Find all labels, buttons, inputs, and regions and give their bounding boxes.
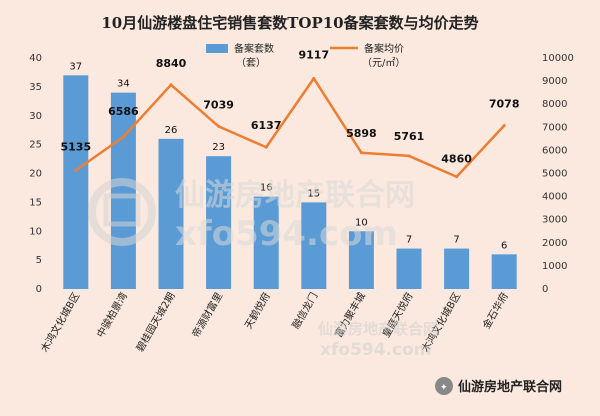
line-point — [121, 135, 125, 139]
legend-bar-label: 备案套数 — [234, 42, 274, 55]
right-tick-label: 0 — [542, 284, 548, 295]
bar-value-label: 16 — [260, 183, 273, 194]
right-tick-label: 6000 — [542, 145, 567, 156]
category-label: 帝源财富里 — [189, 290, 225, 340]
left-tick-label: 40 — [29, 53, 42, 64]
bar — [206, 156, 232, 289]
category-label: 天鹤悦府 — [242, 290, 273, 331]
footer-watermark-text: 仙游房地产联合网 — [458, 379, 562, 395]
bar-value-label: 34 — [117, 79, 130, 90]
footer-watermark: ✦ 仙游房地产联合网 — [435, 377, 562, 395]
line-point — [502, 123, 506, 127]
legend: 备案套数 （套） 备案均价 （元/㎡） — [206, 42, 405, 69]
bar-value-label: 7 — [453, 235, 459, 246]
watermark-small-main: 仙游房地产联合网 — [318, 320, 438, 338]
watermark: 仙游房地产联合网 xfo594.com 仙游房地产联合网 xfo594.com — [88, 178, 438, 360]
bar — [396, 248, 422, 289]
footer-logo-icon — [435, 377, 453, 395]
line-series — [74, 76, 506, 179]
left-tick-label: 5 — [36, 255, 42, 266]
bar-value-label: 23 — [212, 142, 225, 153]
bar — [444, 248, 470, 289]
legend-line-label: 备案均价 — [364, 42, 404, 55]
legend-bar-swatch — [206, 44, 228, 53]
watermark-logo-house-icon — [103, 193, 141, 227]
line-value-label: 5135 — [60, 140, 91, 153]
category-label: 木鸿文化城B区 — [38, 290, 83, 354]
line-value-label: 6586 — [108, 105, 139, 118]
line-point — [407, 154, 411, 158]
watermark-domain-text: xfo594.com — [175, 214, 398, 254]
bar-value-label: 10 — [355, 217, 368, 228]
line-point — [74, 168, 78, 172]
left-tick-label: 20 — [29, 169, 42, 180]
line-value-label: 7039 — [203, 98, 234, 111]
line-value-label: 5898 — [346, 127, 377, 140]
line-value-label: 7078 — [489, 97, 520, 110]
bar — [63, 75, 89, 289]
bar — [491, 254, 517, 289]
category-label: 金石华府 — [480, 290, 511, 331]
right-axis: 0 1000 2000 3000 4000 5000 6000 7000 8000 9000 100… — [542, 53, 574, 295]
right-tick-label: 3000 — [542, 215, 567, 226]
line-point — [217, 124, 221, 128]
watermark-logo-icon — [88, 178, 156, 246]
line-value-label: 9117 — [298, 48, 329, 61]
line-value-label: 4860 — [441, 153, 472, 166]
bar-value-label: 15 — [307, 188, 320, 199]
right-tick-label: 1000 — [542, 261, 567, 272]
left-axis: 0 5 10 15 20 25 30 35 40 — [29, 53, 42, 295]
legend-line-unit: （元/㎡） — [362, 57, 405, 69]
line-point — [312, 76, 316, 80]
line-path — [75, 77, 506, 178]
right-tick-label: 7000 — [542, 122, 567, 133]
left-tick-label: 25 — [29, 140, 42, 151]
bar-value-label: 6 — [501, 240, 507, 251]
bar — [253, 196, 279, 289]
category-label: 中骏柏景湾 — [94, 290, 130, 340]
bar — [301, 202, 327, 289]
line-point — [455, 175, 459, 179]
bar-series — [63, 75, 517, 290]
left-tick-label: 0 — [36, 284, 42, 295]
line-value-label: 8840 — [156, 57, 187, 70]
left-tick-label: 35 — [29, 82, 42, 93]
right-tick-label: 8000 — [542, 99, 567, 110]
left-tick-label: 10 — [29, 226, 42, 237]
right-tick-label: 9000 — [542, 76, 567, 87]
line-value-labels: 5135 6586 8840 7039 6137 9117 5898 5761 4860 7078 — [60, 48, 519, 165]
line-point — [169, 83, 173, 87]
right-tick-label: 2000 — [542, 238, 567, 249]
category-label: 融信龙门 — [289, 290, 320, 331]
category-labels: 木鸿文化城B区 中骏柏景湾 碧桂园天城2期 帝源财富里 天鹤悦府 融信龙门 富力聚丰城 皇庭天… — [38, 290, 511, 354]
svg-text:✦: ✦ — [440, 383, 448, 393]
bar — [110, 92, 136, 290]
bar-value-label: 37 — [69, 61, 82, 72]
right-tick-label: 5000 — [542, 169, 567, 180]
line-value-label: 5761 — [394, 130, 425, 143]
line-point — [264, 145, 268, 149]
left-tick-label: 30 — [29, 111, 42, 122]
watermark-small-domain: xfo594.com — [320, 340, 431, 360]
right-tick-label: 4000 — [542, 192, 567, 203]
line-value-label: 6137 — [251, 119, 282, 132]
bar — [348, 231, 374, 289]
line-point — [359, 151, 363, 155]
bar — [158, 138, 184, 289]
chart-title: 10月仙游楼盘住宅销售套数TOP10备案套数与均价走势 — [101, 14, 478, 32]
bar-value-labels: 37 34 26 23 16 15 10 7 7 6 — [69, 61, 507, 251]
bar-value-label: 26 — [165, 125, 178, 136]
legend-bar-unit: （套） — [236, 56, 266, 69]
category-label: 碧桂园天城2期 — [133, 290, 177, 354]
right-tick-label: 10000 — [542, 53, 574, 64]
bar-value-label: 7 — [406, 235, 412, 246]
left-tick-label: 15 — [29, 197, 42, 208]
watermark-main-text: 仙游房地产联合网 — [175, 178, 415, 213]
